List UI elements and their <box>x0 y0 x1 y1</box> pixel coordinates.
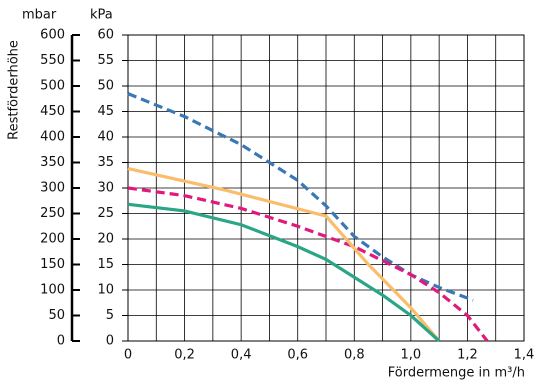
x-tick-label: 0 <box>124 348 132 363</box>
y2-tick-label: 40 <box>97 130 114 145</box>
y-unit: mbar <box>22 8 57 23</box>
y-tick-label: 350 <box>40 155 65 170</box>
y2-tick-label: 55 <box>97 53 114 68</box>
x-tick-label: 1,0 <box>401 348 422 363</box>
y-tick-label: 500 <box>40 79 65 94</box>
y-tick-label: 550 <box>40 53 65 68</box>
y2-tick-label: 35 <box>97 155 114 170</box>
y-tick-label: 250 <box>40 206 65 221</box>
y2-tick-label: 25 <box>97 206 114 221</box>
y2-tick-label: 45 <box>97 104 114 119</box>
curve <box>127 167 441 343</box>
x-tick-label: 1,2 <box>457 348 478 363</box>
y2-tick-label: 0 <box>106 334 114 349</box>
x-tick-label: 0,4 <box>231 348 252 363</box>
y2-tick-label: 5 <box>106 308 114 323</box>
y-title: Restförderhöhe <box>7 40 22 140</box>
y2-tick-label: 50 <box>97 79 114 94</box>
x-tick-label: 0,8 <box>344 348 365 363</box>
x-title: Fördermenge in m³/h <box>388 366 525 381</box>
curve <box>127 186 489 342</box>
y2-tick-label: 10 <box>97 283 114 298</box>
x-tick-label: 0,2 <box>174 348 195 363</box>
curve <box>127 92 474 302</box>
x-tick-label: 0,6 <box>287 348 308 363</box>
y-tick-label: 50 <box>48 308 65 323</box>
plot-frame <box>127 34 525 342</box>
y-tick-label: 300 <box>40 181 65 196</box>
y2-tick-label: 20 <box>97 232 114 247</box>
y-tick-label: 0 <box>57 334 65 349</box>
y-tick-label: 450 <box>40 104 65 119</box>
y-tick-label: 600 <box>40 28 65 43</box>
y2-tick-label: 15 <box>97 257 114 272</box>
y-tick-label: 150 <box>40 257 65 272</box>
x-tick-label: 1,4 <box>514 348 535 363</box>
y-tick-label: 100 <box>40 283 65 298</box>
curve <box>127 202 441 343</box>
y2-tick-label: 60 <box>97 28 114 43</box>
y2-unit: kPa <box>90 8 113 23</box>
y2-tick-label: 30 <box>97 181 114 196</box>
y-tick-label: 400 <box>40 130 65 145</box>
y-tick-label: 200 <box>40 232 65 247</box>
